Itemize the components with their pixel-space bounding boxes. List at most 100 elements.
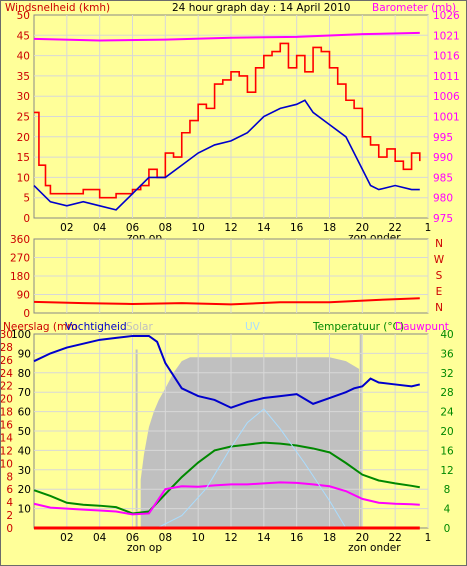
temperature-tick-label: 8 [444, 484, 451, 496]
dewpoint-axis-title: Dauwpunt [395, 321, 449, 333]
wind-tick-label: 5 [23, 193, 30, 205]
hour-tick-label: 04 [93, 532, 107, 544]
hour-tick-label: 1 [425, 532, 432, 544]
rain-tick-label: 0 [6, 523, 13, 535]
temperature-tick-label: 4 [444, 504, 451, 516]
compass-letter: S [436, 270, 443, 282]
humidity-tick-label: 60 [18, 407, 31, 419]
rain-tick-label: 22 [1, 381, 13, 393]
barometer-tick-label: 1011 [433, 71, 460, 83]
climate-y-axis: 0246810121416182022242628301020304050607… [1, 329, 31, 535]
series-line-dauwpunt [33, 481, 420, 516]
direction-grid [34, 239, 429, 313]
wind-tick-label: 15 [17, 152, 30, 164]
temperature-tick-label: 40 [440, 329, 453, 341]
compass-letter: N [435, 238, 443, 250]
humidity-tick-label: 40 [18, 445, 31, 457]
barometer-tick-label: 1006 [433, 91, 460, 103]
direction-y-axis: 0 90 180 270 360 [10, 234, 30, 320]
wind-tick-label: 35 [17, 71, 30, 83]
hour-tick-label: 06 [126, 222, 140, 234]
hour-tick-label: 10 [191, 222, 204, 234]
direction-tick-label: 0 [23, 308, 30, 320]
wind-tick-label: 20 [17, 132, 30, 144]
barometer-axis-title: Barometer (mb) [372, 2, 456, 14]
rain-tick-label: 10 [1, 458, 13, 470]
hour-tick-label: 12 [224, 222, 237, 234]
hour-tick-label: 16 [290, 222, 304, 234]
direction-line [33, 297, 420, 306]
series-line-windsnelheid [33, 99, 420, 211]
rain-tick-label: 28 [1, 342, 13, 354]
hour-tick-label: 04 [93, 222, 107, 234]
hour-tick-label: 20 [356, 532, 369, 544]
temperature-tick-label: 28 [440, 387, 453, 399]
hour-tick-label: 10 [191, 532, 204, 544]
wind-tick-label: 30 [17, 91, 30, 103]
solar-area [140, 357, 360, 528]
rain-tick-label: 4 [6, 497, 13, 509]
humidity-tick-label: 70 [18, 387, 31, 399]
rain-tick-label: 16 [1, 420, 13, 432]
temperature-tick-label: 20 [440, 426, 453, 438]
temperature-tick-label: 36 [440, 348, 454, 360]
wind-series [33, 31, 421, 211]
sun-event-label: zon op [127, 542, 162, 554]
humidity-tick-label: 10 [18, 504, 31, 516]
hour-tick-label: 12 [224, 532, 237, 544]
compass-letter: E [436, 286, 443, 298]
hour-tick-label: 1 [425, 222, 432, 234]
rain-axis-title: Neerslag (mm [3, 321, 77, 333]
temperature-y-axis: 0 4 8 12 16 20 24 28 32 36 40 [440, 329, 454, 535]
climate-x-axis: 02 04 06 08 10 12 14 16 18 20 22 1 zon op zon onder [60, 532, 431, 554]
climate-series [33, 334, 421, 530]
hour-tick-label: 20 [356, 222, 369, 234]
humidity-tick-label: 20 [18, 484, 31, 496]
direction-tick-label: 270 [10, 253, 30, 265]
rain-tick-label: 6 [6, 484, 13, 496]
direction-series [33, 297, 420, 306]
humidity-tick-label: 100 [11, 329, 31, 341]
series-line-vochtigheid [33, 334, 421, 409]
rain-tick-label: 14 [1, 432, 13, 444]
wind-tick-label: 0 [23, 213, 30, 225]
direction-tick-label: 360 [10, 234, 30, 246]
hour-tick-label: 18 [323, 532, 336, 544]
rain-tick-label: 26 [1, 355, 13, 367]
wind-speed-axis-title: Windsnelheid (kmh) [5, 2, 110, 14]
temperature-axis-title: Temperatuur (°C) [312, 321, 404, 333]
temperature-tick-label: 32 [440, 368, 453, 380]
wind-tick-label: 10 [17, 172, 30, 184]
barometer-tick-label: 1001 [433, 112, 460, 124]
temperature-tick-label: 12 [440, 465, 453, 477]
hour-tick-label: 08 [159, 532, 172, 544]
direction-tick-label: 90 [17, 290, 30, 302]
barometer-tick-label: 995 [433, 132, 453, 144]
climate-grid [34, 334, 429, 528]
hour-tick-label: 16 [290, 532, 304, 544]
humidity-tick-label: 50 [18, 426, 31, 438]
temperature-tick-label: 24 [440, 407, 454, 419]
hour-tick-label: 02 [60, 532, 73, 544]
wind-tick-label: 40 [17, 51, 30, 63]
humidity-tick-label: 90 [18, 348, 31, 360]
hour-tick-label: 18 [323, 222, 336, 234]
temperature-tick-label: 16 [440, 445, 454, 457]
sun-event-label: zon onder [348, 542, 401, 554]
barometer-tick-label: 985 [433, 172, 453, 184]
uv-title: UV [245, 321, 261, 333]
hour-tick-label: 22 [388, 532, 401, 544]
wind-y-axis: 0 5 10 15 20 25 30 35 40 45 50 [17, 10, 30, 225]
hour-tick-label: 22 [388, 222, 401, 234]
hour-tick-label: 14 [257, 532, 271, 544]
hour-tick-label: 06 [126, 532, 140, 544]
solar-title: Solar [126, 321, 153, 333]
humidity-tick-label: 30 [18, 465, 31, 477]
compass-letter: N [435, 302, 443, 314]
rain-tick-label: 30 [1, 329, 13, 341]
humidity-tick-label: 80 [18, 368, 31, 380]
series-line-barometer [33, 31, 420, 42]
wind-tick-label: 25 [17, 112, 30, 124]
rain-tick-label: 18 [1, 407, 13, 419]
